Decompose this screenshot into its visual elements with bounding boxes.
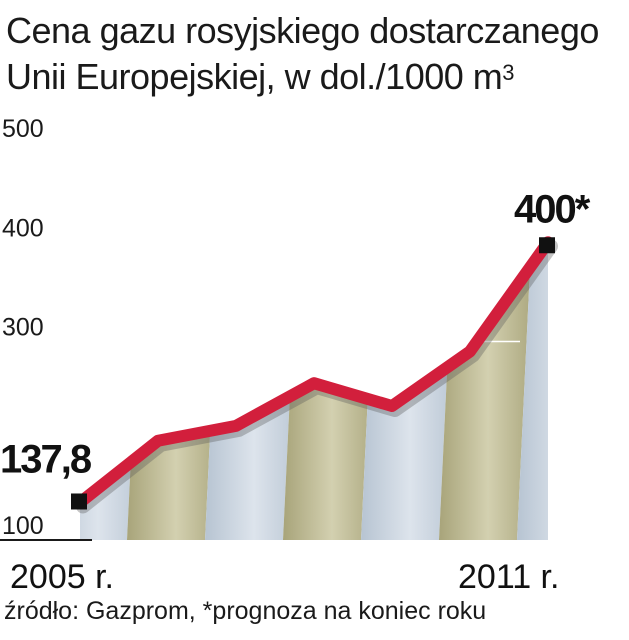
title-line-2-text: Unii Europejskiej, w dol./1000 m xyxy=(6,56,503,97)
title-line-2: Unii Europejskiej, w dol./1000 m3 xyxy=(6,54,626,100)
title-superscript: 3 xyxy=(502,60,514,85)
title-line-1: Cena gazu rosyjskiego dostarczanego xyxy=(6,10,599,51)
source-note: źródło: Gazprom, *prognoza na koniec rok… xyxy=(4,597,487,625)
data-label: 400* xyxy=(514,187,591,231)
y-tick-label: 500 xyxy=(2,115,44,143)
y-tick-label: 100 xyxy=(2,512,44,540)
data-point-marker xyxy=(71,493,87,510)
data-label: 137,8 xyxy=(0,437,92,481)
y-tick-label: 300 xyxy=(2,314,44,342)
chart-title: Cena gazu rosyjskiego dostarczanego Unii… xyxy=(6,8,626,100)
y-tick-label: 400 xyxy=(2,214,44,242)
x-axis-label: 2005 r. xyxy=(10,558,114,596)
x-axis-label: 2011 r. xyxy=(458,558,559,596)
series-line xyxy=(74,236,554,509)
data-point-marker xyxy=(539,237,555,254)
area-band xyxy=(517,242,548,540)
